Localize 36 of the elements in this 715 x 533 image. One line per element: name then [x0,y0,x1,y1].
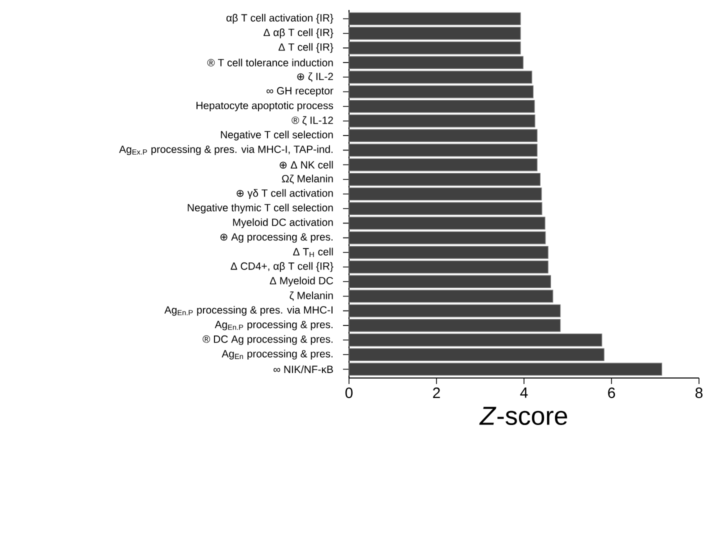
y-tick-label: ⊕ ζ IL-2 [297,72,333,82]
y-tick-label: Hepatocyte apoptotic process [196,101,334,112]
y-tick-label: Δ CD4+, αβ T cell {IR} [230,262,334,272]
y-tick-label: Δ T cell {IR} [278,43,334,53]
x-axis-title: Z-score [479,406,568,425]
y-tick-label: Ag$_{En}$ processing & pres. [222,350,333,360]
y-tick-label: ® ζ IL-12 [292,116,333,126]
y-tick-label: ⊕ γδ T cell activation [236,189,333,199]
x-tick-label: 6 [608,388,616,398]
y-tick-label: Δ Myeloid DC [270,276,334,286]
y-tick-label: ® DC Ag processing & pres. [202,335,333,345]
x-tick-label: 2 [433,388,440,398]
x-tick-label: 8 [696,388,702,398]
bar [348,85,534,98]
bar [348,362,662,376]
y-tick-label: Δ αβ T cell {IR} [264,28,334,38]
y-tick-label: Ag$_{En.P}$ processing & pres. via MHC-I [164,306,332,316]
x-tick-label: 4 [520,388,528,398]
bar [348,12,521,26]
y-tick-label: Ag$_{En.P}$ processing & pres. [214,320,333,330]
y-tick-label: Δ T$_{H}$ cell [293,248,333,258]
y-tick-label: Negative T cell selection [220,130,333,140]
y-tick-label: Ωζ Melanin [282,174,333,184]
y-tick-label: ∞ GH receptor [266,87,334,97]
y-tick-label: ∞ NIK/NF-κB [274,365,333,374]
y-tick-label: Negative thymic T cell selection [188,204,333,214]
y-tick-label: Myeloid DC activation [233,218,333,228]
bar [348,158,538,172]
y-tick-label: ζ Melanin [290,292,333,301]
y-tick-label: αβ T cell activation {IR} [226,14,334,24]
y-tick-label: ® T cell tolerance induction [207,58,333,66]
y-tick-label: ⊕ Δ NK cell [280,160,333,169]
bar [348,290,554,303]
y-tick-label: Ag$_{Ex.P}$ processing & pres. via MHC-I, TAP-ind. [119,145,333,156]
y-tick-label: ⊕ Ag processing & pres. [220,232,333,243]
x-tick-label: 0 [345,388,353,398]
